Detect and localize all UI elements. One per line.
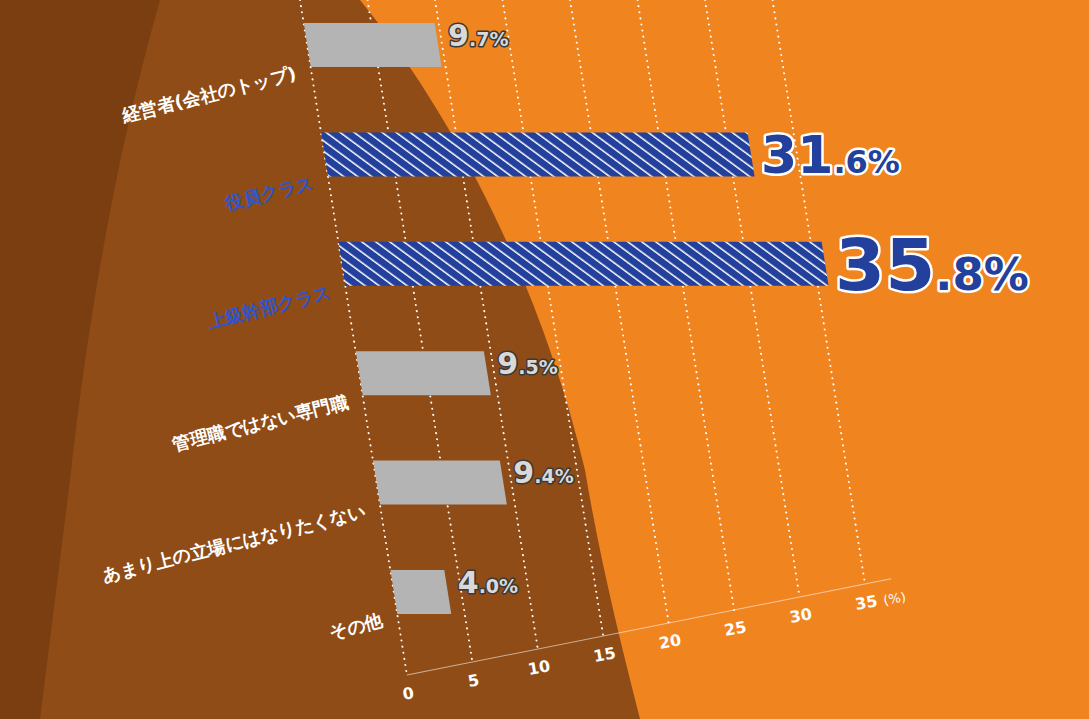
data-label: 9.7%: [448, 18, 508, 53]
bar: [373, 461, 507, 505]
category-label: 役員クラス: [222, 172, 315, 214]
bar: [338, 242, 828, 286]
grid-line: [570, 0, 669, 623]
category-label: 管理職ではない専門職: [169, 391, 350, 455]
grid-line: [368, 0, 473, 662]
tick-label: 15: [592, 643, 617, 666]
category-label: その他: [327, 609, 385, 643]
tick-label: 0: [401, 683, 415, 704]
jacket-shape: [0, 0, 640, 719]
grid-line: [503, 0, 604, 636]
plot-area: [300, 0, 906, 675]
data-label: 9.5%: [497, 346, 557, 381]
category-label: 上級幹部クラス: [204, 281, 332, 332]
bars: [304, 23, 881, 614]
data-label: 4.0%: [458, 565, 518, 600]
grid-line: [435, 0, 538, 649]
bar: [321, 132, 755, 176]
bar: [356, 351, 491, 395]
tick-label: 20: [657, 630, 682, 653]
tick-label: 25: [723, 617, 748, 640]
bar: [304, 23, 442, 67]
tick-label: 35: [854, 591, 879, 614]
chart: 0 5 10 15 20 25 30 35(%) 経営者(会社のトップ) 役員クラス上級幹部クラス…: [0, 0, 1089, 719]
bar: [390, 570, 451, 614]
tick-label: 30: [788, 604, 813, 627]
tick-label: 10: [526, 656, 551, 679]
category-label: 経営者(会社のトップ): [119, 63, 298, 127]
tick-label: 5: [466, 670, 480, 691]
data-label: 9.4%: [513, 455, 573, 490]
background: [0, 0, 1089, 719]
data-label: 35.8%: [835, 223, 1029, 307]
grid-line: [300, 0, 407, 675]
category-label: あまり上の立場にはなりたくない: [100, 500, 367, 586]
grid-line: [705, 0, 800, 597]
data-label: 31.6%: [761, 125, 900, 185]
axis-title: (%): [882, 589, 907, 608]
